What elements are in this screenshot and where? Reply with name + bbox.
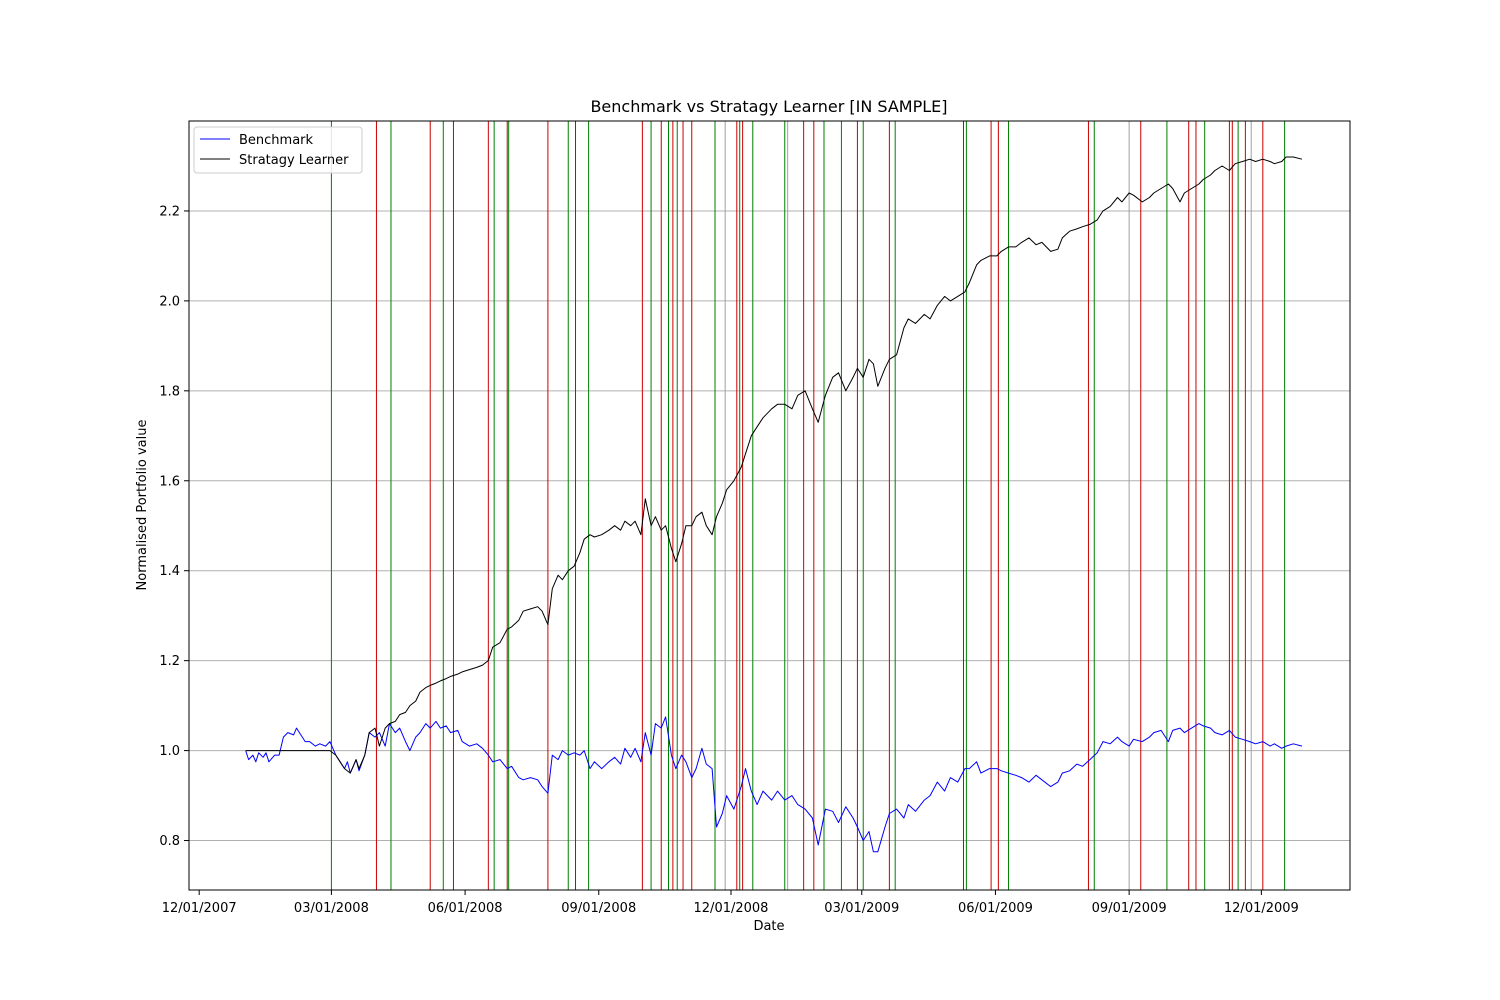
x-tick-label: 06/01/2008 (428, 901, 503, 916)
x-tick-label: 03/01/2009 (824, 901, 899, 916)
x-tick-label: 06/01/2009 (958, 901, 1033, 916)
y-tick-label: 1.6 (159, 474, 180, 489)
x-tick-label: 12/01/2008 (694, 901, 769, 916)
y-tick-label: 2.0 (159, 294, 180, 309)
y-axis-ticks: 0.8 1.0 1.2 1.4 1.6 1.8 2.0 2.2 (159, 204, 189, 849)
x-axis-ticks: 12/01/2007 03/01/2008 06/01/2008 09/01/2008… (162, 890, 1299, 916)
x-tick-label: 03/01/2008 (294, 901, 369, 916)
x-tick-label: 12/01/2009 (1224, 901, 1299, 916)
marker-layer (330, 121, 1286, 890)
x-tick-label: 09/01/2009 (1092, 901, 1167, 916)
y-tick-label: 1.8 (159, 384, 180, 399)
series-line-stratagy-learner (245, 156, 1303, 774)
series-layer (245, 156, 1303, 853)
legend-label-benchmark: Benchmark (239, 133, 314, 148)
y-axis-label: Normalised Portfolio value (135, 420, 150, 591)
x-axis-label: Date (753, 919, 784, 934)
grid-layer (189, 210, 1350, 842)
series-line-benchmark (245, 716, 1303, 853)
y-tick-label: 0.8 (159, 834, 180, 849)
legend-box (193, 126, 363, 174)
plot-frame (188, 120, 1351, 891)
y-tick-label: 2.2 (159, 204, 180, 219)
chart-title: Benchmark vs Stratagy Learner [IN SAMPLE… (590, 97, 947, 116)
x-tick-label: 12/01/2007 (162, 901, 237, 916)
x-tick-label: 09/01/2008 (561, 901, 636, 916)
y-tick-label: 1.0 (159, 744, 180, 759)
y-tick-label: 1.4 (159, 564, 180, 579)
legend-label-stratagy-learner: Stratagy Learner (239, 153, 349, 168)
legend: Benchmark Stratagy Learner (193, 126, 363, 174)
y-tick-label: 1.2 (159, 654, 180, 669)
